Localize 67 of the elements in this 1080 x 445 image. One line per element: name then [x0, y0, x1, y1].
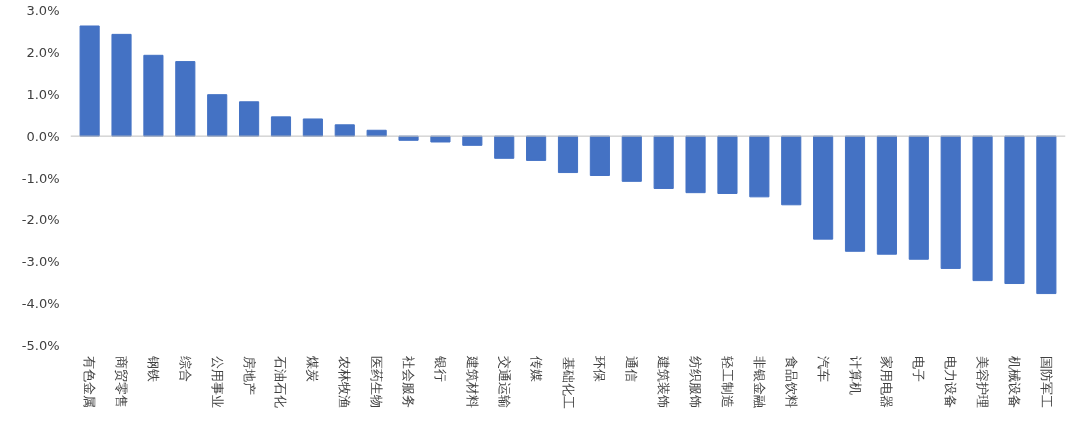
bar [302, 118, 323, 137]
x-tick-label: 煤炭 [305, 356, 321, 383]
bar [876, 135, 897, 255]
bar [239, 101, 260, 137]
y-tick-label: 1.0% [26, 86, 60, 102]
x-tick-label: 食品饮料 [783, 356, 799, 409]
x-tick-label: 建筑装饰 [656, 355, 672, 409]
x-tick-label: 电力设备 [943, 356, 959, 409]
bar [749, 135, 770, 198]
x-tick-label: 纺织服饰 [688, 356, 704, 409]
y-tick-label: -2.0% [21, 212, 60, 228]
x-tick-label: 有色金属 [82, 356, 98, 409]
x-tick-label: 石油石化 [273, 356, 289, 409]
x-tick-label: 电子 [911, 356, 927, 383]
x-tick-label: 综合 [177, 356, 193, 383]
bar [143, 54, 164, 137]
bar [1036, 135, 1057, 295]
x-tick-label: 商贸零售 [114, 356, 130, 409]
bar [1004, 135, 1025, 285]
bar [940, 135, 961, 269]
x-tick-label: 环保 [592, 356, 608, 383]
x-tick-label: 医药生物 [369, 356, 385, 409]
bar [111, 33, 132, 137]
x-tick-label: 交通运输 [496, 356, 512, 409]
x-tick-label: 计算机 [847, 356, 863, 396]
y-tick-label: -1.0% [21, 170, 60, 186]
bar [494, 135, 515, 159]
x-tick-label: 钢铁 [145, 355, 161, 383]
y-tick-label: -4.0% [21, 296, 60, 312]
x-tick-label: 基础化工 [560, 356, 576, 409]
bar [813, 135, 834, 240]
x-tick-label: 社会服务 [401, 356, 417, 409]
x-tick-label: 传媒 [528, 356, 544, 383]
y-tick-label: 2.0% [26, 44, 60, 60]
bar [653, 135, 674, 189]
bar [972, 135, 993, 282]
x-tick-label: 汽车 [815, 356, 831, 383]
bar [781, 135, 802, 206]
x-tick-label: 机械设备 [1006, 356, 1022, 409]
bar [526, 135, 547, 161]
bar [175, 61, 196, 137]
x-tick-label: 国防军工 [1038, 356, 1054, 409]
x-tick-label: 家用电器 [879, 356, 895, 409]
x-tick-label: 非银金融 [751, 356, 767, 409]
bar [557, 135, 579, 174]
bar [270, 116, 292, 137]
x-tick-label: 公用事业 [209, 356, 225, 409]
x-tick-label: 美容护理 [975, 356, 991, 409]
bar [685, 135, 706, 194]
bar [844, 135, 866, 252]
bar [908, 135, 929, 260]
y-tick-label: -3.0% [21, 254, 60, 270]
x-tick-label: 轻工制造 [719, 356, 735, 409]
x-tick-label: 农林牧渔 [337, 356, 353, 409]
bar [79, 25, 100, 137]
x-tick-label: 建筑材料 [464, 355, 480, 409]
bar [589, 135, 610, 176]
bar [621, 135, 642, 182]
x-tick-label: 房地产 [241, 356, 257, 396]
bar [207, 94, 228, 137]
x-tick-label: 银行 [432, 355, 448, 383]
y-tick-label: 3.0% [26, 3, 60, 18]
x-tick-label: 通信 [624, 356, 640, 383]
bar [462, 135, 483, 146]
bar [717, 135, 738, 194]
y-tick-label: -5.0% [21, 338, 60, 353]
y-tick-label: 0.0% [26, 128, 60, 144]
